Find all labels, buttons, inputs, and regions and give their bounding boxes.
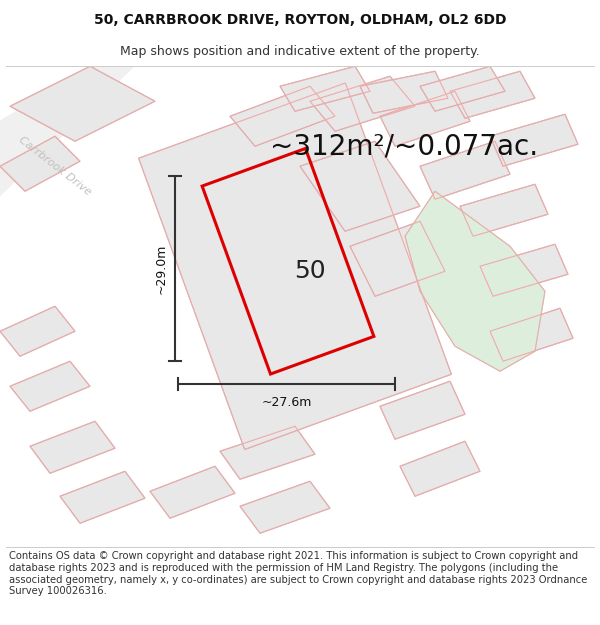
Text: 50: 50	[294, 259, 326, 283]
Polygon shape	[280, 66, 370, 111]
Polygon shape	[10, 66, 155, 141]
Polygon shape	[240, 481, 330, 533]
Text: ~312m²/~0.077ac.: ~312m²/~0.077ac.	[270, 132, 538, 160]
Polygon shape	[405, 191, 545, 371]
Polygon shape	[420, 66, 505, 111]
Text: Contains OS data © Crown copyright and database right 2021. This information is : Contains OS data © Crown copyright and d…	[9, 551, 587, 596]
Polygon shape	[380, 91, 470, 146]
Polygon shape	[10, 361, 90, 411]
Polygon shape	[60, 471, 145, 523]
Polygon shape	[220, 426, 315, 479]
Text: ~27.6m: ~27.6m	[262, 396, 311, 409]
Polygon shape	[350, 221, 445, 296]
Polygon shape	[310, 76, 415, 131]
Polygon shape	[0, 136, 80, 191]
Text: 50, CARRBROOK DRIVE, ROYTON, OLDHAM, OL2 6DD: 50, CARRBROOK DRIVE, ROYTON, OLDHAM, OL2…	[94, 12, 506, 27]
Polygon shape	[400, 441, 480, 496]
Text: ~29.0m: ~29.0m	[155, 244, 167, 294]
Polygon shape	[380, 381, 465, 439]
Polygon shape	[0, 56, 145, 206]
Polygon shape	[139, 83, 451, 449]
Polygon shape	[480, 244, 568, 296]
Text: Map shows position and indicative extent of the property.: Map shows position and indicative extent…	[120, 45, 480, 58]
Polygon shape	[490, 308, 573, 361]
Polygon shape	[30, 421, 115, 473]
Polygon shape	[490, 114, 578, 166]
Polygon shape	[450, 71, 535, 118]
Polygon shape	[460, 184, 548, 236]
Polygon shape	[230, 86, 335, 146]
Polygon shape	[420, 141, 510, 199]
Text: Carrbrook Drive: Carrbrook Drive	[17, 135, 93, 198]
Polygon shape	[0, 306, 75, 356]
Polygon shape	[300, 141, 420, 231]
Polygon shape	[150, 466, 235, 518]
Polygon shape	[360, 71, 448, 113]
